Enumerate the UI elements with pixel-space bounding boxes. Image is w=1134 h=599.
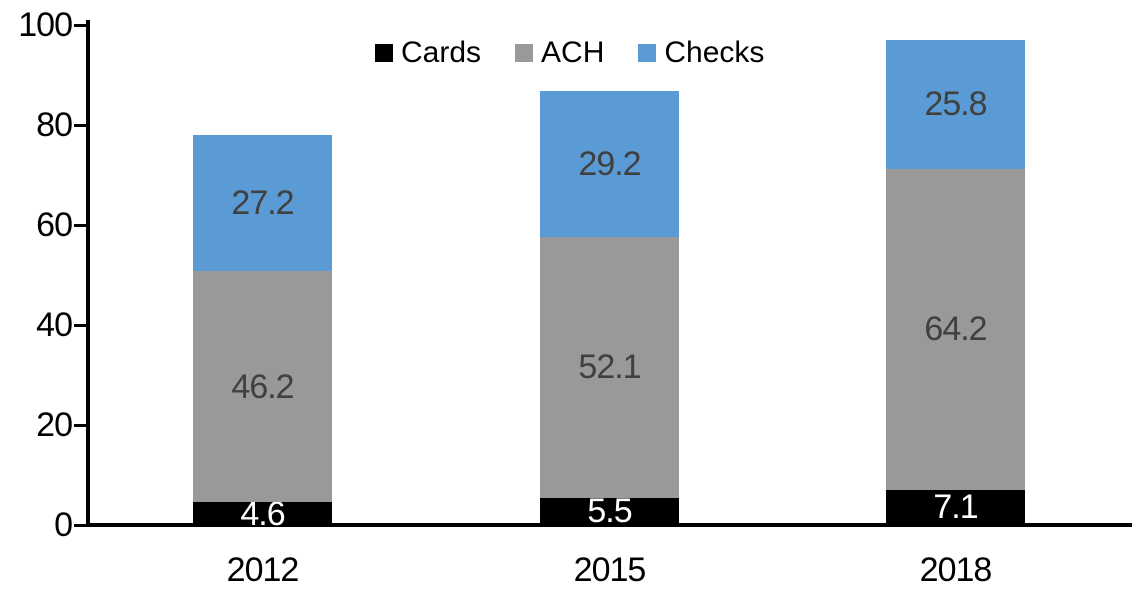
y-axis-tick-mark	[74, 24, 86, 27]
legend-swatch-cards-icon	[375, 44, 393, 62]
bar-segment-label: 64.2	[924, 310, 987, 348]
y-axis-tick-mark	[74, 224, 86, 227]
legend-swatch-ach-icon	[515, 44, 534, 62]
x-axis-category-label: 2012	[226, 551, 300, 589]
bar-segment-ach-2012: 46.2	[193, 271, 332, 502]
bar-segment-ach-2018: 64.2	[886, 168, 1025, 490]
y-axis-tick-mark	[74, 424, 86, 427]
bar-segment-label: 52.1	[578, 348, 641, 387]
bar-segment-label: 7.1	[933, 488, 978, 527]
x-axis-line	[86, 523, 1132, 527]
y-axis-tick-label: 80	[36, 106, 73, 144]
legend-item-checks: Checks	[638, 38, 764, 68]
y-axis-tick-label: 20	[36, 406, 73, 444]
legend-label-ach: ACH	[541, 36, 605, 69]
y-axis-tick-label: 40	[36, 306, 73, 344]
x-axis-category-label: 2018	[919, 551, 993, 589]
x-axis-category-label: 2015	[573, 551, 647, 589]
legend-item-cards: Cards	[375, 38, 481, 68]
bar-segment-checks-2015: 29.2	[540, 91, 679, 237]
y-axis-tick-label: 60	[36, 206, 73, 244]
y-axis-tick-label: 100	[18, 6, 73, 44]
bar-segment-cards-2015: 5.5	[540, 494, 679, 528]
bar-segment-checks-2012: 27.2	[193, 135, 332, 271]
bar-segment-label: 46.2	[231, 367, 294, 406]
bar-segment-checks-2018: 25.8	[886, 39, 1025, 169]
y-axis-tick-mark	[74, 524, 86, 527]
legend-label-checks: Checks	[664, 36, 765, 69]
bar-segment-cards-2012: 4.6	[193, 497, 332, 531]
y-axis-tick-label: 0	[54, 506, 73, 544]
y-axis-tick-mark	[74, 324, 86, 327]
legend-label-cards: Cards	[401, 36, 482, 69]
bar-segment-label: 27.2	[231, 184, 294, 222]
legend-swatch-checks-icon	[638, 44, 657, 62]
legend-item-ach: ACH	[515, 38, 604, 68]
y-axis-line	[86, 20, 90, 527]
bar-segment-label: 29.2	[578, 145, 641, 183]
bar-segment-label: 25.8	[924, 85, 987, 123]
bar-segment-cards-2018: 7.1	[886, 488, 1025, 527]
bar-segment-label: 4.6	[240, 494, 285, 533]
y-axis-tick-mark	[74, 124, 86, 127]
bar-segment-ach-2015: 52.1	[540, 237, 679, 498]
bar-segment-label: 5.5	[587, 492, 632, 531]
legend: Cards ACH Checks	[375, 38, 764, 68]
